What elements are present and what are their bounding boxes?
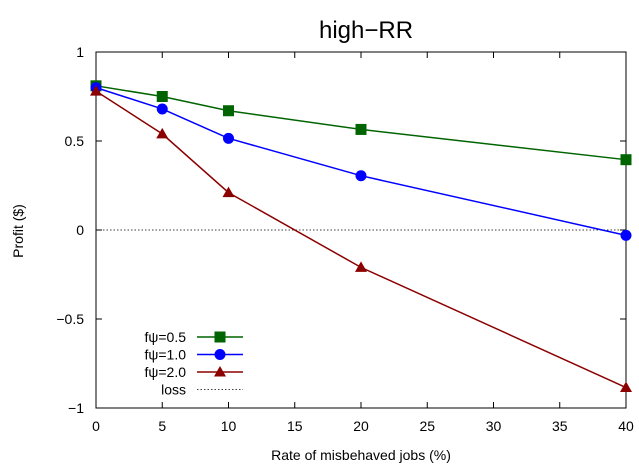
y-axis-label: Profit ($): [10, 204, 26, 258]
legend-label-series-2: fψ=1.0: [144, 347, 186, 363]
data-point-series-3: [620, 381, 632, 393]
legend-marker-series-3: [214, 366, 226, 377]
series-line-1: [95, 85, 627, 161]
legend-label-loss: loss: [161, 382, 186, 398]
y-tick-label: −0.5: [56, 311, 84, 327]
data-point-series-1: [620, 154, 632, 166]
data-point-series-2: [620, 229, 632, 241]
data-point-series-3: [156, 127, 169, 139]
y-tick-label: −1: [68, 400, 84, 416]
legend-label-series-3: fψ=2.0: [144, 364, 186, 380]
data-point-series-2: [355, 170, 367, 182]
x-tick-label: 35: [552, 418, 568, 434]
x-tick-label: 30: [486, 418, 502, 434]
data-point-series-2: [223, 132, 234, 144]
x-tick-label: 5: [158, 418, 166, 434]
data-point-series-3: [355, 261, 367, 272]
chart-title: high−RR: [319, 17, 413, 44]
legend-label-series-1: fψ=0.5: [144, 329, 186, 345]
data-point-series-1: [355, 123, 367, 135]
data-point-series-1: [156, 91, 168, 102]
x-axis-label: Rate of misbehaved jobs (%): [271, 447, 451, 463]
data-point-series-1: [223, 105, 234, 117]
y-tick-label: 1: [76, 44, 84, 60]
series-line-2: [95, 86, 627, 237]
y-tick-label: 0.5: [65, 133, 85, 149]
x-tick-label: 0: [92, 418, 100, 434]
legend-marker-series-2: [214, 349, 226, 360]
plot-area: 0 5 10 15 20 25 30 35 40 −1 −0.5 0 0.5 1 fψ=0.5 fψ=1.0f…: [56, 44, 634, 434]
x-tick-label: 10: [221, 418, 237, 434]
x-tick-label: 20: [353, 418, 369, 434]
data-point-series-3: [222, 186, 235, 198]
x-tick-label: 40: [618, 418, 634, 434]
legend-marker-series-1: [214, 331, 226, 343]
y-tick-label: 0: [76, 222, 84, 238]
data-point-series-2: [156, 103, 168, 115]
x-tick-label: 15: [287, 418, 303, 434]
x-tick-label: 25: [419, 418, 435, 434]
data-point-series-3: [90, 85, 102, 96]
